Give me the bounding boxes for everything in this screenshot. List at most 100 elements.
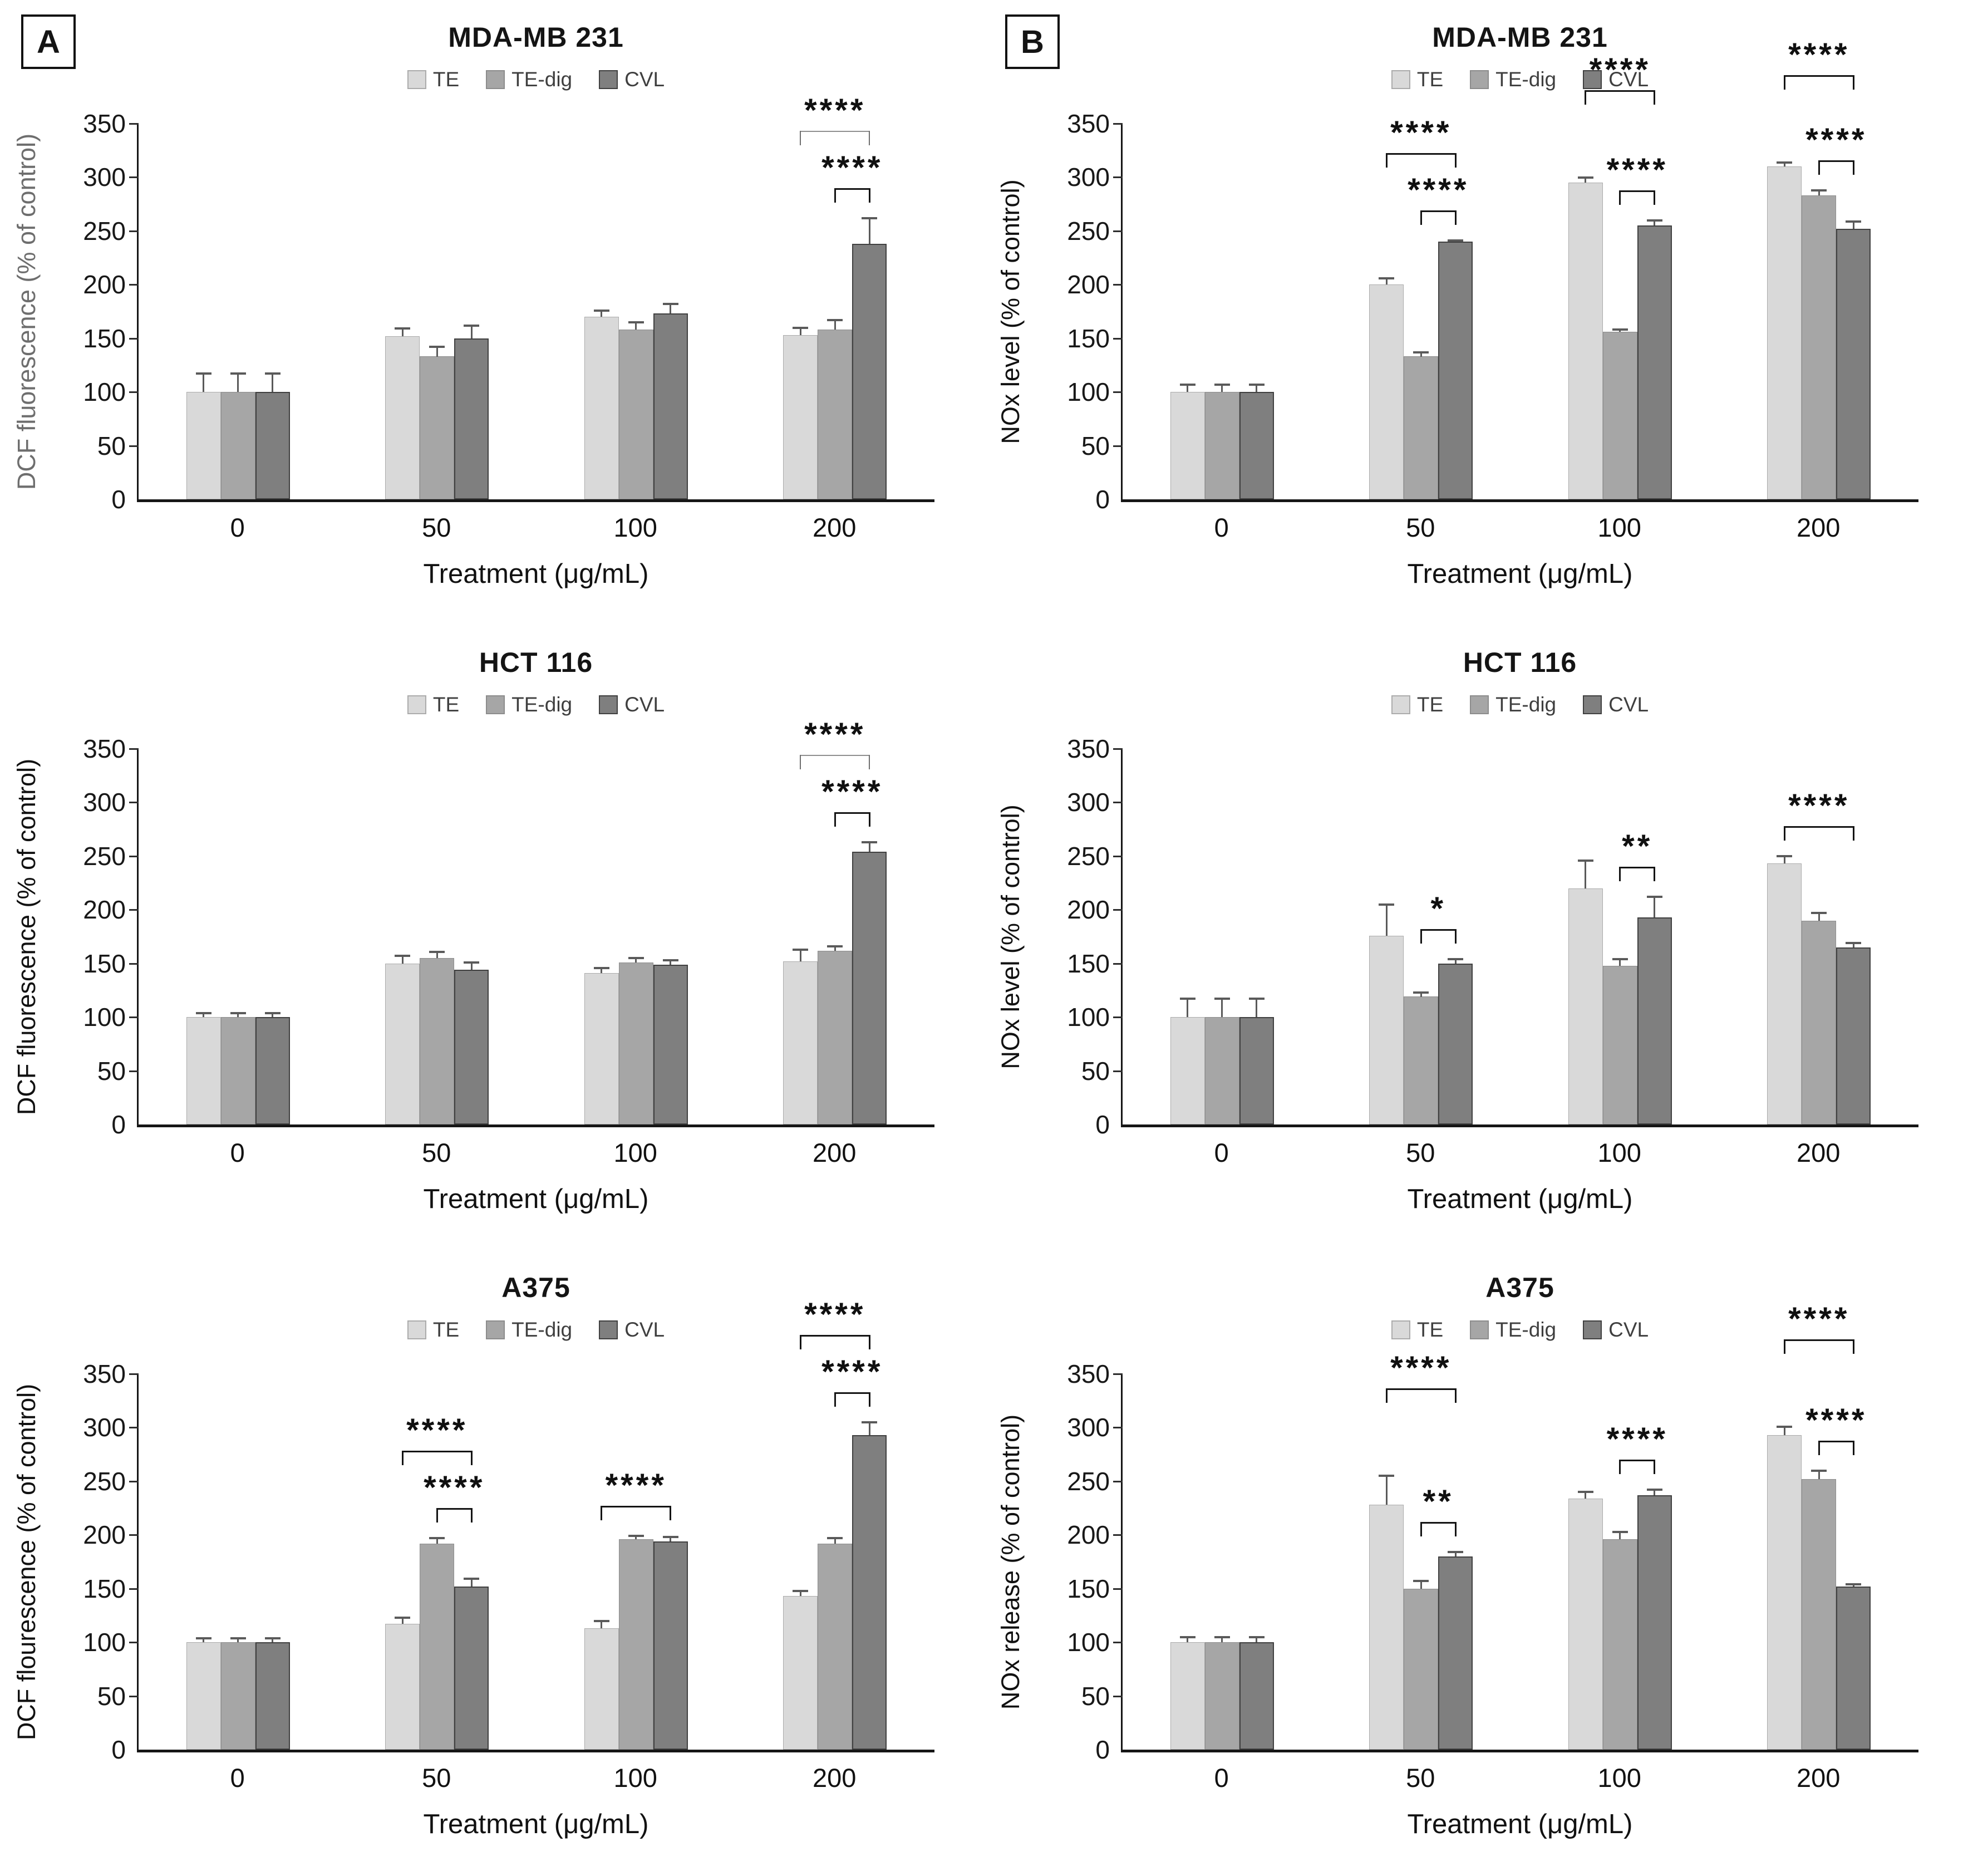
y-tick-mark [1113, 176, 1123, 179]
legend-label: TE [1416, 693, 1444, 716]
error-bar-cap [230, 1011, 246, 1014]
legend-label: TE [1416, 68, 1444, 91]
error-bar [436, 950, 438, 959]
bar-cvl-100 [653, 313, 688, 499]
error-bar-cap [464, 1578, 480, 1580]
error-bar-cap [1214, 1636, 1230, 1638]
y-tick-label: 250 [83, 216, 126, 245]
bar-cvl-200 [1836, 229, 1871, 499]
y-tick-mark [1113, 284, 1123, 286]
x-tick-label: 100 [1597, 1138, 1641, 1167]
significance-bracket-foot [799, 1334, 801, 1349]
bar-te-0 [1170, 1017, 1205, 1124]
error-bar [401, 327, 404, 336]
x-tick-label: 100 [613, 1763, 657, 1792]
error-bar [1454, 1551, 1457, 1556]
y-tick-label: 100 [83, 377, 126, 407]
y-tick-mark [129, 1070, 139, 1072]
y-tick-label: 200 [83, 1520, 126, 1550]
bar-te-dig-100 [618, 330, 653, 499]
chart-title: HCT 116 [1463, 647, 1577, 678]
bar-cvl-0 [255, 1642, 290, 1750]
error-bar-cap [1413, 351, 1429, 353]
y-tick-label: 300 [1067, 1413, 1110, 1442]
legend-label: TE-dig [511, 68, 573, 91]
error-bar-cap [1577, 176, 1593, 179]
bar-te-dig-200 [818, 330, 853, 499]
error-bar-cap [1846, 942, 1862, 945]
error-bar [1852, 220, 1854, 229]
legend-label: TE [432, 68, 460, 91]
legend-swatch-te-icon [407, 70, 426, 89]
y-tick-label: 150 [83, 949, 126, 978]
chart-title: HCT 116 [479, 647, 593, 678]
error-bar [1585, 859, 1587, 888]
x-tick-label: 50 [422, 513, 451, 542]
legend-swatch-te-dig-icon [486, 70, 505, 89]
error-bar-cap [1811, 1469, 1827, 1472]
y-tick-mark [1113, 1642, 1123, 1644]
legend-swatch-cvl-icon [1583, 1320, 1602, 1339]
bar-te-dig-50 [1404, 996, 1439, 1124]
error-bar [1654, 896, 1656, 917]
bar-te-50 [385, 336, 420, 499]
bar-te-dig-200 [818, 1544, 853, 1750]
error-bar-cap [1179, 383, 1195, 386]
y-axis-label-area: NOx release (% of control) [984, 1374, 1037, 1750]
bar-te-dig-50 [420, 1544, 455, 1750]
bar-cvl-50 [454, 1587, 489, 1750]
y-tick-label: 150 [83, 323, 126, 353]
plot-row: DCF fluorescence (% of control) 0 50 100 150… [0, 92, 984, 514]
x-axis-ticks: 0 50 100 200 [1122, 1127, 1918, 1168]
y-tick-label: 50 [97, 431, 126, 460]
x-tick-label: 200 [1797, 513, 1841, 542]
significance-bracket [1620, 1460, 1655, 1462]
significance-bracket [1421, 210, 1456, 213]
x-tick-label: 200 [813, 1763, 857, 1792]
error-bar [1187, 1636, 1189, 1643]
significance-bracket [800, 754, 870, 756]
chart-title: A375 [501, 1272, 570, 1303]
significance-bracket [1585, 90, 1655, 92]
error-bar [1654, 1489, 1656, 1495]
error-bar-cap [464, 961, 480, 964]
significance-bracket-foot [1385, 1388, 1388, 1403]
significance-bracket [402, 1451, 472, 1453]
y-tick-label: 0 [111, 1735, 126, 1764]
bar-te-0 [186, 1017, 221, 1124]
significance-stars: **** [1805, 121, 1867, 158]
legend-swatch-te-dig-icon [1470, 695, 1489, 714]
y-axis-ticks: 0 50 100 150 200 250 300 350 [1037, 734, 1121, 1139]
error-bar [1619, 1530, 1621, 1539]
y-tick-label: 300 [83, 1413, 126, 1442]
x-axis-ticks: 0 50 100 200 [138, 1752, 934, 1793]
y-axis-label: DCF flourescence (% of control) [12, 1383, 41, 1740]
y-tick-mark [1113, 391, 1123, 394]
y-tick-label: 150 [1067, 323, 1110, 353]
legend-label: CVL [1608, 693, 1649, 716]
chart-cell-b-mda-mb-231: B MDA-MB 231 TE TE-dig CVL NOx level (% of co… [984, 0, 1968, 625]
error-bar-cap [1612, 1530, 1628, 1533]
error-bar [635, 957, 637, 962]
y-tick-label: 300 [83, 788, 126, 817]
y-tick-mark [1113, 1373, 1123, 1375]
bar-te-dig-100 [1602, 966, 1637, 1124]
error-bar [1187, 998, 1189, 1018]
significance-bracket [1386, 1388, 1456, 1391]
legend-item-cvl: CVL [1583, 693, 1649, 716]
error-bar-cap [862, 217, 878, 219]
error-bar-cap [264, 1637, 281, 1639]
y-tick-label: 200 [1067, 270, 1110, 299]
significance-bracket-foot [869, 754, 870, 769]
significance-bracket-foot [1654, 867, 1656, 882]
error-bar [470, 324, 473, 338]
error-bar [799, 948, 801, 961]
error-bar [1654, 219, 1656, 226]
y-tick-label: 350 [1067, 109, 1110, 138]
significance-bracket-foot [1818, 160, 1820, 175]
error-bar [834, 945, 836, 951]
y-tick-label: 100 [83, 1003, 126, 1032]
error-bar-cap [1577, 859, 1593, 862]
bar-te-200 [1767, 1435, 1802, 1750]
